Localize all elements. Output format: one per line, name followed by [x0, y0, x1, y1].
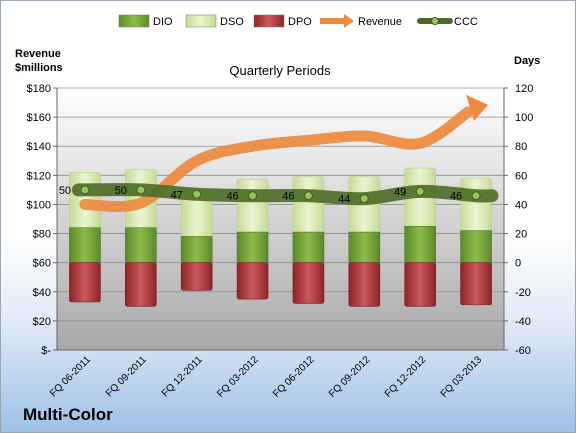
right-tick-label: 40 [515, 199, 527, 211]
company-name: Multi-Color [23, 405, 113, 424]
right-axis-label: Days [514, 55, 540, 67]
ccc-marker [471, 191, 481, 201]
category-label: FQ 12-2011 [160, 354, 205, 399]
left-tick-label: $40 [33, 287, 51, 299]
bar-dio [460, 230, 492, 263]
left-axis-label-line1: Revenue [15, 48, 61, 60]
legend-label-dso: DSO [220, 16, 244, 28]
bar-dso [460, 177, 492, 231]
ccc-data-label: 50 [59, 185, 71, 197]
bar-dpo [460, 262, 492, 306]
legend-swatch-dio [118, 14, 150, 28]
right-tick-label: -60 [515, 345, 531, 357]
legend-label-dpo: DPO [288, 16, 312, 28]
revenue-line [79, 106, 474, 213]
category-label: FQ 06-2011 [48, 354, 93, 399]
revenue-arrowhead [466, 94, 489, 121]
ccc-marker [136, 185, 146, 195]
ccc-marker [192, 189, 202, 199]
left-tick-label: $100 [27, 199, 51, 211]
ccc-marker [303, 191, 313, 201]
bar-dio [69, 227, 101, 263]
right-tick-label: 20 [515, 229, 527, 241]
plot-area [57, 88, 504, 350]
bar-dso [236, 179, 269, 233]
chart-title: Quarterly Periods [229, 63, 331, 78]
bar-dpo [404, 262, 436, 307]
left-tick-label: $60 [33, 258, 51, 270]
legend-label-dio: DIO [153, 16, 173, 28]
legend-arrow-revenue [344, 14, 354, 28]
legend-label-ccc: CCC [454, 16, 478, 28]
left-tick-label: $140 [27, 141, 51, 153]
legend-swatch-dpo [253, 14, 285, 28]
left-tick-label: $80 [33, 229, 51, 241]
legend-marker-ccc [431, 17, 439, 25]
ccc-marker [415, 186, 425, 196]
bar-dio [236, 231, 269, 263]
category-label: FQ 12-2012 [383, 354, 429, 400]
left-tick-label: $- [41, 345, 51, 357]
category-label: FQ 03-2013 [439, 354, 485, 400]
left-tick-label: $120 [27, 170, 51, 182]
right-tick-label: 80 [515, 141, 527, 153]
bar-dio [404, 225, 436, 263]
bar-dpo [292, 262, 325, 304]
bar-dso [292, 176, 325, 233]
bar-dpo [180, 262, 213, 291]
ccc-data-label: 46 [226, 191, 238, 203]
left-tick-label: $180 [27, 83, 51, 95]
left-tick-label: $20 [33, 316, 51, 328]
bar-dpo [125, 262, 157, 307]
ccc-data-label: 44 [338, 194, 350, 206]
category-label: FQ 09-2012 [327, 354, 373, 400]
ccc-marker [359, 194, 369, 204]
left-tick-label: $160 [27, 112, 51, 124]
ccc-data-label: 46 [450, 191, 462, 203]
bar-dio [125, 227, 157, 263]
ccc-line [71, 183, 499, 206]
bar-dio [348, 231, 381, 263]
left-axis-label-line2: $millions [15, 62, 63, 74]
category-label: FQ 09-2011 [104, 354, 149, 399]
category-label: FQ 03-2012 [215, 354, 261, 400]
legend-label-revenue: Revenue [358, 16, 402, 28]
ccc-data-label: 50 [115, 185, 127, 197]
legend-swatch-dso [185, 14, 217, 28]
bar-dpo [348, 262, 381, 307]
bar-dpo [236, 262, 269, 300]
ccc-marker [248, 191, 258, 201]
right-tick-label: 60 [515, 170, 527, 182]
category-label: FQ 06-2012 [271, 354, 317, 400]
right-tick-label: 0 [515, 258, 521, 270]
ccc-data-label: 46 [282, 191, 294, 203]
right-tick-label: 120 [515, 83, 533, 95]
ccc-data-label: 47 [171, 189, 183, 201]
right-tick-label: 100 [515, 112, 533, 124]
right-tick-label: -40 [515, 316, 531, 328]
ccc-marker [80, 185, 90, 195]
bar-dpo [69, 262, 101, 303]
ccc-data-label: 49 [394, 186, 406, 198]
bar-dio [292, 231, 325, 263]
right-tick-label: -20 [515, 287, 531, 299]
bar-dio [180, 236, 213, 263]
